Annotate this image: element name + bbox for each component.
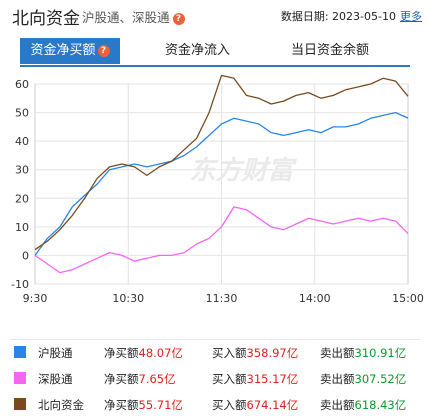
y-tick-label: -10 [11, 278, 29, 291]
legend-name: 深股通 [38, 372, 73, 386]
net-buy-value: 55.71亿 [138, 398, 183, 412]
legend-swatch-sh [14, 346, 26, 358]
x-tick-label: 9:30 [23, 292, 48, 305]
legend-row-sh: 沪股通 净买额48.07亿 买入额358.97亿 卖出额310.91亿 [10, 342, 420, 364]
x-tick-label: 10:30 [112, 292, 144, 305]
tab-net-inflow-label: 资金净流入 [164, 43, 230, 58]
legend-divider [10, 339, 420, 340]
series-line-2 [34, 74, 409, 251]
buy-value: 674.14亿 [246, 398, 299, 412]
x-tick-label: 11:30 [206, 292, 238, 305]
watermark: 东方财富 [189, 156, 297, 186]
buy-label: 买入额 [212, 372, 247, 386]
net-buy-value: 7.65亿 [138, 372, 176, 386]
buy-value: 358.97亿 [246, 346, 299, 360]
date-label: 数据日期: 2023-05-10 [280, 10, 396, 23]
net-buy-label: 净买额 [104, 372, 139, 386]
legend-name: 沪股通 [38, 346, 73, 360]
net-buy: 净买额48.07亿 [104, 345, 183, 361]
sell-value: 307.52亿 [354, 372, 407, 386]
subtitle-text: 沪股通、深股通 [82, 10, 170, 25]
header: 北向资金 沪股通、深股通? 数据日期: 2023-05-10 更多 [0, 0, 430, 30]
x-tick-label: 14:00 [299, 292, 331, 305]
net-buy-label: 净买额 [104, 398, 139, 412]
net-buy-value: 48.07亿 [138, 346, 183, 360]
sell-amount: 卖出额310.91亿 [320, 345, 406, 361]
buy-label: 买入额 [212, 398, 247, 412]
subtitle: 沪股通、深股通? [82, 7, 185, 26]
y-tick-label: 30 [15, 164, 29, 177]
sell-amount: 卖出额307.52亿 [320, 371, 406, 387]
net-buy: 净买额55.71亿 [104, 397, 183, 413]
y-tick-label: 50 [15, 107, 29, 120]
buy-label: 买入额 [212, 346, 247, 360]
help-icon[interactable]: ? [172, 13, 185, 25]
legend-row-sz: 深股通 净买额7.65亿 买入额315.17亿 卖出额307.52亿 [10, 368, 420, 390]
buy-value: 315.17亿 [246, 372, 299, 386]
sell-label: 卖出额 [320, 372, 355, 386]
tab-daily-balance[interactable]: 当日资金余额 [275, 38, 385, 64]
y-tick-label: 20 [15, 192, 29, 205]
y-tick-label: 0 [22, 249, 29, 262]
line-chart: -10 0 10 20 30 40 50 60 9:30 10:30 11:30 14:00 15:00… [11, 74, 424, 305]
page-title: 北向资金 [12, 9, 80, 29]
buy-amount: 买入额315.17亿 [212, 371, 298, 387]
tab-net-buy-label: 资金净买额 [30, 43, 96, 58]
y-tick-label: 40 [15, 135, 29, 148]
tab-bar: 资金净买额? 资金净流入 当日资金余额 [20, 38, 410, 66]
buy-amount: 买入额358.97亿 [212, 345, 298, 361]
date-info: 数据日期: 2023-05-10 更多 [281, 8, 422, 24]
series-line-0 [34, 111, 409, 256]
sell-amount: 卖出额618.43亿 [320, 397, 406, 413]
sell-label: 卖出额 [320, 398, 355, 412]
tab-net-inflow[interactable]: 资金净流入 [150, 38, 245, 64]
net-buy-label: 净买额 [104, 346, 139, 360]
tab-net-buy[interactable]: 资金净买额? [20, 38, 120, 64]
x-tick-label: 15:00 [392, 292, 424, 305]
legend-name: 北向资金 [38, 398, 84, 412]
y-tick-label: 60 [15, 78, 29, 91]
buy-amount: 买入额674.14亿 [212, 397, 298, 413]
legend-swatch-sz [14, 372, 26, 384]
net-buy: 净买额7.65亿 [104, 371, 176, 387]
y-tick-label: 10 [15, 221, 29, 234]
tab-underline [20, 65, 410, 67]
tab-daily-balance-label: 当日资金余额 [290, 43, 369, 58]
legend-row-north: 北向资金 净买额55.71亿 买入额674.14亿 卖出额618.43亿 [10, 394, 420, 416]
sell-value: 618.43亿 [354, 398, 407, 412]
sell-value: 310.91亿 [354, 346, 407, 360]
series-line-1 [34, 206, 409, 274]
more-link[interactable]: 更多 [400, 10, 422, 23]
legend-swatch-north [14, 398, 26, 410]
help-icon[interactable]: ? [97, 45, 110, 57]
sell-label: 卖出额 [320, 346, 355, 360]
